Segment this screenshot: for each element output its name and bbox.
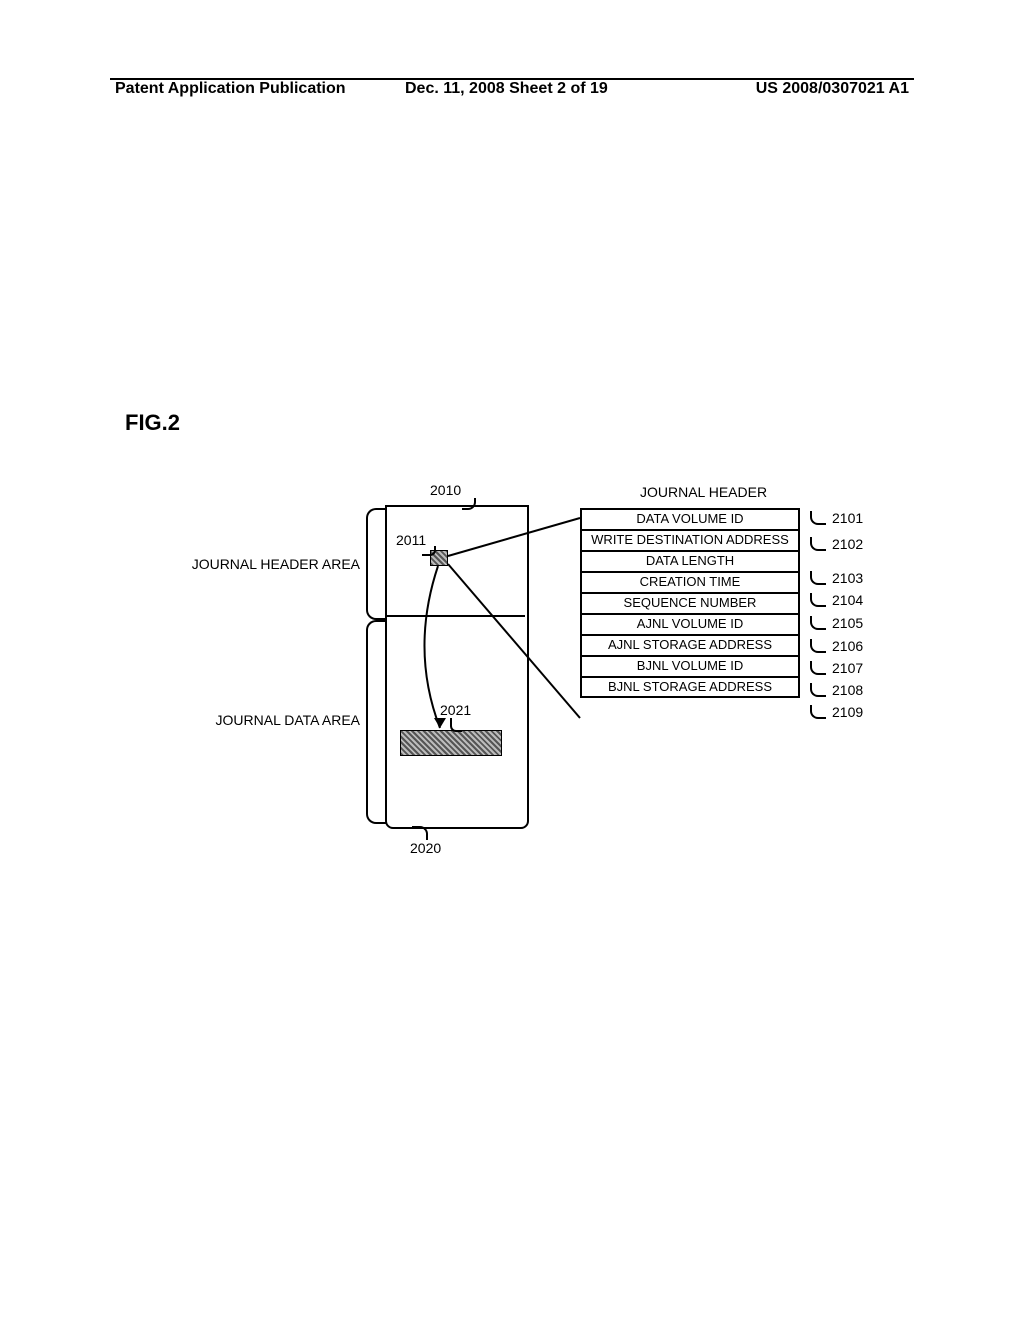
ref-hook-icon [810,571,826,585]
row-ref-label: 2101 [832,510,863,526]
header-table-row: BJNL VOLUME ID [581,656,799,677]
ref-hook-icon [810,616,826,630]
header-table-cell: CREATION TIME [581,572,799,593]
row-ref-2102: 2102 [810,536,863,552]
ref-hook-icon [810,593,826,607]
row-ref-label: 2102 [832,536,863,552]
row-ref-label: 2106 [832,638,863,654]
ref-hook-icon [810,639,826,653]
header-table-cell: BJNL STORAGE ADDRESS [581,677,799,698]
row-ref-label: 2104 [832,592,863,608]
header-table-row: SEQUENCE NUMBER [581,593,799,614]
header-table-row: DATA VOLUME ID [581,509,799,530]
journal-data-area-label: JOURNAL DATA AREA [180,712,360,728]
header-table-cell: AJNL VOLUME ID [581,614,799,635]
row-ref-label: 2103 [832,570,863,586]
header-table-row: DATA LENGTH [581,551,799,572]
header-table-cell: WRITE DESTINATION ADDRESS [581,530,799,551]
ref-hook-icon [810,661,826,675]
ref-hook-icon [810,511,826,525]
journal-header-table: DATA VOLUME IDWRITE DESTINATION ADDRESSD… [580,508,800,698]
header-table-cell: BJNL VOLUME ID [581,656,799,677]
ref-2021: 2021 [440,702,471,718]
header-left: Patent Application Publication [115,80,346,98]
journal-header-area-label: JOURNAL HEADER AREA [160,556,360,572]
row-ref-2104: 2104 [810,592,863,608]
journal-header-title: JOURNAL HEADER [640,484,767,500]
ref-2010: 2010 [430,482,461,498]
brace-data-area [366,620,386,824]
row-ref-label: 2108 [832,682,863,698]
row-ref-2108: 2108 [810,682,863,698]
row-ref-2103: 2103 [810,570,863,586]
header-center: Dec. 11, 2008 Sheet 2 of 19 [405,80,608,98]
ref-2020-leader [412,826,428,840]
ref-2020: 2020 [410,840,441,856]
diagram-canvas: JOURNAL HEADER AREA JOURNAL DATA AREA 20… [110,480,910,900]
ref-hook-icon [810,705,826,719]
ref-hook-icon [810,683,826,697]
row-ref-2101: 2101 [810,510,863,526]
row-ref-label: 2109 [832,704,863,720]
header-table-row: AJNL STORAGE ADDRESS [581,635,799,656]
journal-volume-box [385,505,529,829]
header-table-row: AJNL VOLUME ID [581,614,799,635]
figure-label: FIG.2 [125,410,180,436]
row-ref-2107: 2107 [810,660,863,676]
header-table-cell: DATA VOLUME ID [581,509,799,530]
header-table-cell: SEQUENCE NUMBER [581,593,799,614]
row-ref-2106: 2106 [810,638,863,654]
ref-hook-icon [810,537,826,551]
row-ref-label: 2107 [832,660,863,676]
header-table-row: CREATION TIME [581,572,799,593]
journal-data-block [400,730,502,756]
row-ref-label: 2105 [832,615,863,631]
ref-2021-leader [450,718,462,732]
header-table-cell: DATA LENGTH [581,551,799,572]
row-ref-2109: 2109 [810,704,863,720]
header-table-cell: AJNL STORAGE ADDRESS [581,635,799,656]
ref-2011-leader [422,546,436,556]
header-table-row: BJNL STORAGE ADDRESS [581,677,799,698]
header-right: US 2008/0307021 A1 [756,80,909,98]
page: Patent Application Publication Dec. 11, … [0,0,1024,1320]
header-table-row: WRITE DESTINATION ADDRESS [581,530,799,551]
brace-header-area [366,508,386,620]
journal-volume-divider [385,615,525,617]
row-ref-2105: 2105 [810,615,863,631]
